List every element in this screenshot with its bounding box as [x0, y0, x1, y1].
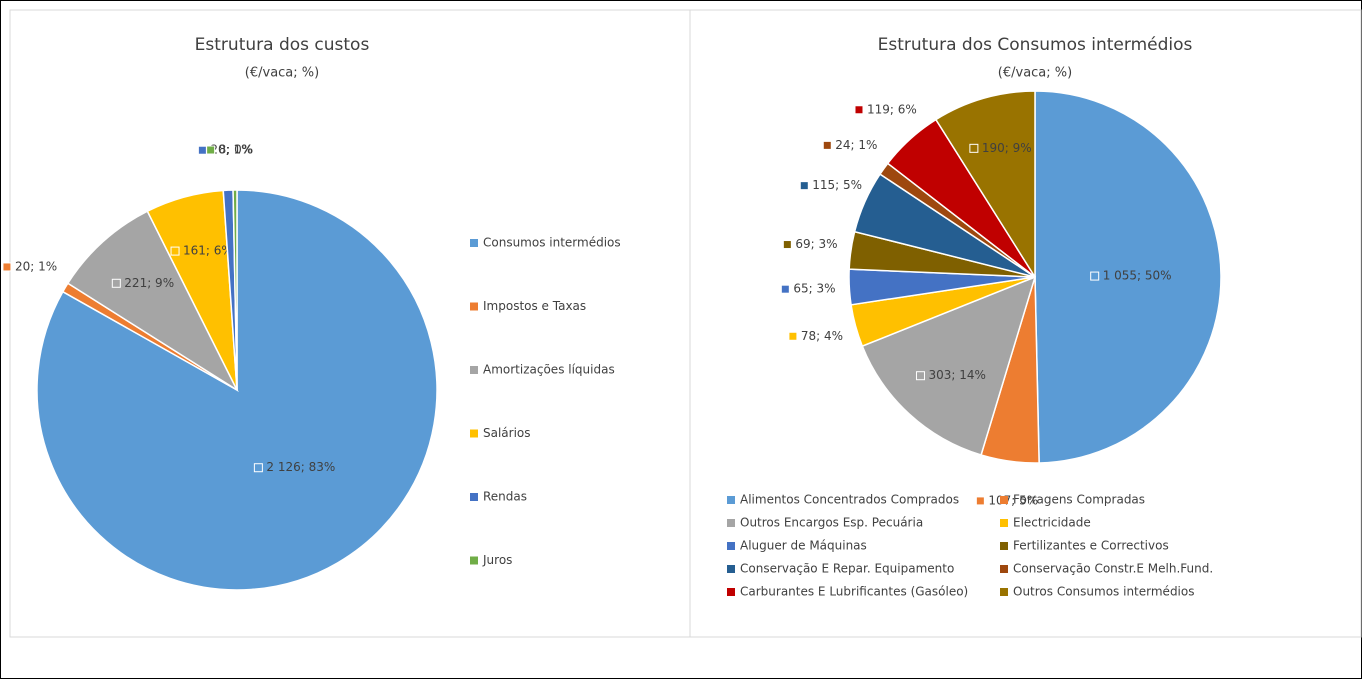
- data-label: 161; 6%: [183, 244, 233, 258]
- label-marker: [170, 246, 180, 256]
- legend-label: Salários: [483, 426, 531, 440]
- data-label: 78; 4%: [801, 329, 843, 343]
- label-marker: [111, 278, 121, 288]
- legend-label: Forragens Compradas: [1013, 493, 1145, 507]
- label-marker: [780, 284, 790, 294]
- legend-marker: [470, 239, 478, 247]
- legend-marker: [1000, 496, 1008, 504]
- legend-label: Conservação E Repar. Equipamento: [740, 562, 954, 576]
- data-label: 303; 14%: [928, 368, 985, 382]
- legend-label: Carburantes E Lubrificantes (Gasóleo): [740, 585, 968, 599]
- legend-marker: [1000, 542, 1008, 550]
- legend-marker: [470, 302, 478, 311]
- legend-label: Rendas: [483, 490, 527, 504]
- data-label: 1 055; 50%: [1103, 269, 1172, 283]
- label-marker: [1090, 271, 1100, 281]
- label-marker: [2, 262, 12, 272]
- chart-subtitle: (€/vaca; %): [245, 66, 319, 81]
- data-label: 69; 3%: [795, 237, 837, 251]
- label-marker: [799, 181, 809, 191]
- data-label: 115; 5%: [812, 178, 862, 192]
- pie-slice: [934, 90, 1036, 280]
- legend-label: Amortizações líquidas: [483, 363, 615, 377]
- data-label: 20; 1%: [15, 259, 57, 273]
- data-label: 221; 9%: [124, 276, 174, 290]
- legend-label: Fertilizantes e Correctivos: [1013, 539, 1169, 553]
- data-label: 2 126; 83%: [266, 460, 335, 474]
- data-label: 119; 6%: [867, 102, 917, 116]
- label-marker: [854, 105, 864, 115]
- legend-marker: [727, 588, 735, 596]
- legend-label: Juros: [482, 553, 512, 567]
- legend-marker: [1000, 588, 1008, 596]
- label-marker: [206, 145, 216, 155]
- data-label: 190; 9%: [982, 141, 1032, 155]
- legend-marker: [470, 493, 478, 501]
- chart-subtitle: (€/vaca; %): [998, 66, 1072, 81]
- legend-marker: [727, 519, 735, 527]
- legend-marker: [727, 565, 735, 573]
- label-marker: [975, 496, 985, 506]
- label-marker: [822, 140, 832, 150]
- legend-label: Consumos intermédios: [483, 236, 621, 250]
- legend-label: Outros Encargos Esp. Pecuária: [740, 516, 923, 530]
- legend-label: Conservação Constr.E Melh.Fund.: [1013, 562, 1213, 576]
- label-marker: [969, 143, 979, 153]
- label-marker: [788, 331, 798, 341]
- pie-slice: [66, 210, 239, 393]
- legend-marker: [470, 556, 478, 565]
- legend-marker: [727, 496, 735, 504]
- pie-slice: [1034, 90, 1222, 464]
- legend-marker: [470, 429, 478, 438]
- panel: [689, 9, 1362, 638]
- legend-label: Aluguer de Máquinas: [740, 539, 867, 553]
- legend-marker: [1000, 565, 1008, 573]
- label-marker: [197, 145, 207, 155]
- chart-title: Estrutura dos custos: [195, 35, 370, 55]
- label-marker: [782, 240, 792, 250]
- data-label: 20; 1%: [210, 143, 252, 157]
- pie-slice: [232, 189, 238, 391]
- chart-title: Estrutura dos Consumos intermédios: [878, 35, 1193, 55]
- pie-slice: [861, 275, 1037, 456]
- legend-label: Electricidade: [1013, 516, 1091, 530]
- legend-marker: [470, 366, 478, 374]
- legend-label: Outros Consumos intermédios: [1013, 585, 1194, 599]
- legend-marker: [1000, 519, 1008, 527]
- data-label: 65; 3%: [793, 282, 835, 296]
- legend-marker: [727, 542, 735, 550]
- label-marker: [253, 463, 263, 473]
- data-label: 24; 1%: [835, 138, 877, 152]
- legend-label: Alimentos Concentrados Comprados: [740, 493, 959, 507]
- legend-label: Impostos e Taxas: [483, 299, 586, 313]
- data-label: 8; 0%: [219, 143, 254, 157]
- label-marker: [915, 371, 925, 381]
